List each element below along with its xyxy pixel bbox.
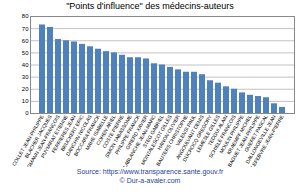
svg-text:0: 0 — [25, 110, 29, 116]
svg-text:ANGOULVANT DENIS: ANGOULVANT DENIS — [174, 113, 205, 161]
svg-text:BRUCKERT ERIC: BRUCKERT ERIC — [59, 113, 85, 152]
svg-text:COLLET JEAN-PHILIPPE: COLLET JEAN-PHILIPPE — [10, 113, 45, 167]
svg-text:BOCCARA FRANCK: BOCCARA FRANCK — [72, 113, 101, 157]
svg-text:TEDGUI ALAIN: TEDGUI ALAIN — [206, 113, 229, 147]
html-text:"Points d'influence" des médec: "Points d'influence" des médecins-auteur… — [66, 1, 234, 11]
svg-text:PHILIPPE FRANCK: PHILIPPE FRANCK — [113, 113, 141, 156]
svg-text:GIRERD XAVIER: GIRERD XAVIER — [124, 113, 149, 151]
svg-text:SCHIELE FRANCOIS: SCHIELE FRANCOIS — [207, 113, 237, 159]
svg-text:80: 80 — [22, 13, 29, 19]
svg-text:KRAEMPF MICHEL: KRAEMPF MICHEL — [225, 113, 253, 156]
html-text:Source: https://www.transparen: Source: https://www.transparence.sante.g… — [76, 168, 224, 175]
svg-text:70: 70 — [22, 26, 29, 32]
svg-text:10: 10 — [22, 98, 29, 104]
svg-text:LEMESLE GILLES: LEMESLE GILLES — [194, 113, 221, 154]
svg-text:HANON OLIVIER: HANON OLIVIER — [156, 113, 181, 151]
svg-text:GUERET PASCAL: GUERET PASCAL — [242, 113, 269, 153]
svg-text:60: 60 — [22, 38, 29, 44]
svg-text:PUYMIRAT ETIENNE: PUYMIRAT ETIENNE — [39, 113, 69, 159]
svg-text:COHEN ARIEL: COHEN ARIEL — [94, 113, 117, 146]
svg-text:LEFEBVRE JEAN-PIERRE: LEFEBVRE JEAN-PIERRE — [249, 113, 285, 167]
svg-text:VALENSI PAUL: VALENSI PAUL — [174, 113, 197, 147]
svg-text:SIMON TABASSOME: SIMON TABASSOME — [103, 113, 133, 159]
svg-text:30: 30 — [22, 74, 29, 80]
svg-text:MOULIN PHILIPPE: MOULIN PHILIPPE — [217, 113, 245, 155]
svg-text:40: 40 — [22, 62, 29, 68]
svg-text:MONTALESCOT GILLES: MONTALESCOT GILLES — [139, 113, 173, 166]
svg-text:COSTE PIERRE: COSTE PIERRE — [100, 113, 125, 149]
svg-text:20: 20 — [22, 86, 29, 92]
svg-text:BAUTERS CHRISTOPHE: BAUTERS CHRISTOPHE — [154, 113, 189, 167]
svg-text:MAHE ISABELLE: MAHE ISABELLE — [83, 113, 109, 151]
svg-text:DANCHIN NICOLAS: DANCHIN NICOLAS — [64, 113, 93, 157]
svg-text:50: 50 — [22, 50, 29, 56]
svg-text:BLACHER JACQUES: BLACHER JACQUES — [23, 113, 53, 159]
svg-text:DUCROCQ GREGORY: DUCROCQ GREGORY — [181, 113, 213, 163]
svg-text:STEG GABRIEL: STEG GABRIEL — [141, 113, 165, 149]
svg-text:FERRIERES JEAN: FERRIERES JEAN — [50, 113, 77, 154]
html-text:© Dur-a-avaler.com: © Dur-a-avaler.com — [119, 177, 181, 184]
svg-text:DALLONGEVILLE JEAN: DALLONGEVILLE JEAN — [244, 113, 277, 165]
